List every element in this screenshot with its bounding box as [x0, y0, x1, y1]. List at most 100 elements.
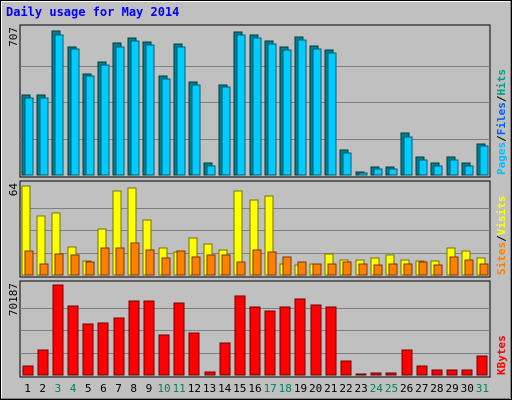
- x-tick-label: 15: [233, 382, 246, 395]
- bar-kbytes-kbytes-day-3: [52, 284, 64, 376]
- bar-visitors-sites-day-21: [327, 263, 337, 276]
- x-tick-label: 13: [203, 382, 216, 395]
- bar-visitors-sites-day-14: [221, 254, 231, 276]
- bar-kbytes-kbytes-day-15: [234, 295, 246, 376]
- bar-requests-files-day-21: [327, 52, 337, 176]
- bar-visitors-sites-day-9: [145, 249, 155, 276]
- x-tick-label: 20: [309, 382, 322, 395]
- bar-visitors-sites-day-27: [418, 261, 428, 276]
- bar-requests-files-day-11: [176, 46, 186, 176]
- x-tick-label: 26: [400, 382, 413, 395]
- bar-visitors-sites-day-4: [70, 254, 80, 276]
- bar-requests-files-day-24: [373, 168, 383, 176]
- bar-visitors-sites-day-26: [403, 263, 413, 276]
- bar-requests-files-day-20: [312, 48, 322, 176]
- bar-requests-files-day-23: [358, 172, 368, 176]
- bar-visitors-sites-day-29: [449, 256, 459, 276]
- bar-kbytes-kbytes-day-25: [385, 372, 397, 376]
- x-tick-label: 31: [476, 382, 489, 395]
- bar-requests-files-day-4: [70, 48, 80, 176]
- bar-kbytes-kbytes-day-18: [279, 306, 291, 376]
- bar-visitors-sites-day-15: [236, 261, 246, 276]
- legend-item-2: Files: [495, 102, 508, 135]
- x-tick-label: 9: [146, 382, 153, 395]
- bar-visitors-sites-day-24: [373, 264, 383, 276]
- x-tick-label: 16: [248, 382, 261, 395]
- panel-kbytes-legend: KBytes: [495, 335, 508, 375]
- bar-requests-files-day-6: [100, 64, 110, 176]
- bar-kbytes-kbytes-day-13: [204, 371, 216, 376]
- x-tick-label: 11: [173, 382, 186, 395]
- bar-requests-files-day-3: [54, 34, 64, 176]
- bar-requests-files-day-30: [464, 165, 474, 176]
- bar-kbytes-kbytes-day-4: [67, 305, 79, 376]
- bar-visitors-sites-day-18: [282, 256, 292, 276]
- bar-kbytes-kbytes-day-10: [158, 334, 170, 376]
- x-tick-label: 19: [294, 382, 307, 395]
- bar-kbytes-kbytes-day-21: [325, 306, 337, 376]
- x-axis-labels: 1 2 3 4 5 6 7 8 9 10 11 12 13 14 15 16 17 18 19 20 21 22 23 24 2…: [24, 382, 489, 395]
- bar-requests-files-day-31: [479, 145, 489, 176]
- bar-visitors-sites-day-10: [161, 257, 171, 276]
- bar-requests-files-day-19: [297, 39, 307, 176]
- bar-visitors-sites-day-28: [433, 264, 443, 276]
- bar-requests-files-day-16: [252, 37, 262, 176]
- bar-requests-files-day-14: [221, 86, 231, 176]
- x-tick-label: 27: [415, 382, 428, 395]
- panel-requests-legend: Pages/Files/Hits: [495, 69, 508, 175]
- bar-kbytes-kbytes-day-23: [355, 373, 367, 376]
- bar-visitors-sites-day-1: [24, 250, 34, 276]
- panel-kbytes-ymax-label: 70187: [7, 283, 20, 316]
- x-tick-label: 3: [55, 382, 62, 395]
- panel-visitors-ymax-label: 64: [7, 183, 20, 197]
- bar-kbytes-kbytes-day-16: [249, 306, 261, 376]
- bar-visitors-sites-day-2: [39, 263, 49, 276]
- bar-visitors-sites-day-11: [176, 250, 186, 276]
- bar-kbytes-kbytes-day-5: [82, 323, 94, 376]
- bar-visitors-sites-day-25: [388, 263, 398, 276]
- x-tick-label: 10: [157, 382, 170, 395]
- bar-kbytes-kbytes-day-26: [401, 349, 413, 376]
- bar-visitors-sites-day-17: [267, 251, 277, 276]
- bar-visitors-sites-day-20: [312, 263, 322, 276]
- bar-visitors-sites-day-22: [342, 261, 352, 276]
- x-tick-label: 21: [324, 382, 337, 395]
- x-tick-label: 7: [115, 382, 122, 395]
- bar-visitors-sites-day-8: [130, 242, 140, 276]
- bar-kbytes-kbytes-day-17: [264, 310, 276, 376]
- bar-kbytes-kbytes-day-20: [310, 304, 322, 376]
- legend-item-0: KBytes: [495, 335, 508, 375]
- bar-requests-files-day-10: [161, 78, 171, 176]
- bar-visitors-sites-day-12: [191, 256, 201, 276]
- bar-requests-files-day-28: [433, 165, 443, 176]
- x-tick-label: 8: [130, 382, 137, 395]
- legend-item-1: /: [495, 135, 508, 142]
- panel-requests-ymax-label: 707: [7, 27, 20, 47]
- bar-kbytes-kbytes-day-1: [22, 365, 34, 376]
- bar-visitors-sites-day-6: [100, 247, 110, 276]
- bar-visitors-sites-day-5: [85, 261, 95, 276]
- bar-kbytes-kbytes-day-30: [461, 369, 473, 376]
- bar-visitors-sites-day-7: [115, 247, 125, 276]
- x-tick-label: 23: [354, 382, 367, 395]
- bar-kbytes-kbytes-day-29: [446, 369, 458, 376]
- x-tick-label: 5: [85, 382, 92, 395]
- x-tick-label: 25: [385, 382, 398, 395]
- x-tick-label: 6: [100, 382, 107, 395]
- panel-kbytes: 70187 KBytes: [7, 280, 508, 378]
- panel-visitors-legend: Sites/Visits: [495, 196, 508, 276]
- bar-requests-files-day-22: [342, 152, 352, 176]
- bar-kbytes-kbytes-day-27: [416, 365, 428, 376]
- bar-kbytes-kbytes-day-14: [219, 342, 231, 376]
- legend-item-2: Visits: [495, 196, 508, 236]
- legend-item-0: Sites: [495, 242, 508, 275]
- bar-visitors-sites-day-3: [54, 253, 64, 276]
- bar-requests-files-day-7: [115, 46, 125, 176]
- bar-kbytes-kbytes-day-24: [370, 372, 382, 376]
- bar-requests-files-day-1: [24, 97, 34, 176]
- bar-visitors-sites-day-23: [358, 263, 368, 276]
- bar-requests-files-day-17: [267, 43, 277, 176]
- bar-requests-files-day-2: [39, 97, 49, 176]
- bar-requests-files-day-25: [388, 168, 398, 176]
